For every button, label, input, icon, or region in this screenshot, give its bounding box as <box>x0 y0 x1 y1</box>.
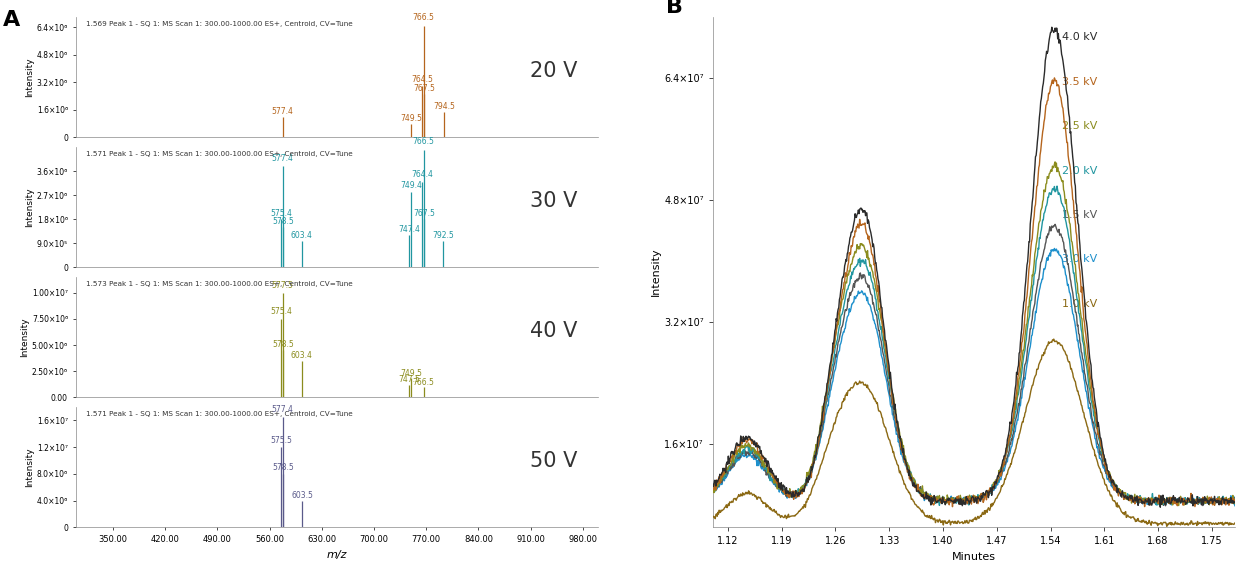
Y-axis label: Intensity: Intensity <box>20 318 29 357</box>
Text: 767.5: 767.5 <box>413 84 435 93</box>
X-axis label: m/z: m/z <box>326 549 347 560</box>
Text: 577.5: 577.5 <box>272 281 294 290</box>
Text: 1.573 Peak 1 - SQ 1: MS Scan 1: 300.00-1000.00 ES+, Centroid, CV=Tune: 1.573 Peak 1 - SQ 1: MS Scan 1: 300.00-1… <box>86 281 353 286</box>
Text: 3.0 kV: 3.0 kV <box>1062 254 1097 264</box>
Text: 3.5 kV: 3.5 kV <box>1062 77 1097 87</box>
Text: 40 V: 40 V <box>530 321 577 341</box>
Text: 578.5: 578.5 <box>272 217 295 226</box>
Text: 50 V: 50 V <box>530 451 577 471</box>
Text: 747.4: 747.4 <box>398 225 421 234</box>
Text: 747.5: 747.5 <box>398 375 421 384</box>
Text: 1.569 Peak 1 - SQ 1: MS Scan 1: 300.00-1000.00 ES+, Centroid, CV=Tune: 1.569 Peak 1 - SQ 1: MS Scan 1: 300.00-1… <box>86 20 353 27</box>
Text: 578.5: 578.5 <box>272 463 295 472</box>
Text: 794.5: 794.5 <box>433 102 455 111</box>
Text: 2.5 kV: 2.5 kV <box>1062 121 1097 131</box>
Y-axis label: Intensity: Intensity <box>651 248 662 297</box>
Text: 575.4: 575.4 <box>270 307 292 316</box>
Text: 577.4: 577.4 <box>272 107 294 116</box>
Text: 4.0 kV: 4.0 kV <box>1062 32 1097 43</box>
Text: 30 V: 30 V <box>530 191 577 211</box>
Text: 766.5: 766.5 <box>412 13 435 22</box>
Text: B: B <box>665 0 683 16</box>
Text: 749.5: 749.5 <box>399 114 422 123</box>
Y-axis label: Intensity: Intensity <box>25 447 34 487</box>
Text: 1.5 kV: 1.5 kV <box>1062 210 1097 220</box>
Text: 603.5: 603.5 <box>291 491 312 500</box>
Text: 1.0 kV: 1.0 kV <box>1062 299 1097 308</box>
Text: 764.4: 764.4 <box>411 170 433 179</box>
X-axis label: Minutes: Minutes <box>951 552 995 562</box>
Text: 764.5: 764.5 <box>411 75 433 84</box>
Text: 578.5: 578.5 <box>272 340 295 349</box>
Text: 20 V: 20 V <box>530 61 577 81</box>
Text: 792.5: 792.5 <box>432 231 454 240</box>
Text: 603.4: 603.4 <box>291 231 312 240</box>
Text: 1.571 Peak 1 - SQ 1: MS Scan 1: 300.00-1000.00 ES+, Centroid, CV=Tune: 1.571 Peak 1 - SQ 1: MS Scan 1: 300.00-1… <box>86 151 353 156</box>
Text: 577.4: 577.4 <box>272 154 294 163</box>
Text: 575.4: 575.4 <box>270 209 292 218</box>
Text: 767.5: 767.5 <box>413 209 435 218</box>
Text: 749.5: 749.5 <box>399 369 422 378</box>
Text: 1.571 Peak 1 - SQ 1: MS Scan 1: 300.00-1000.00 ES+, Centroid, CV=Tune: 1.571 Peak 1 - SQ 1: MS Scan 1: 300.00-1… <box>86 411 353 417</box>
Text: 577.4: 577.4 <box>272 405 294 414</box>
Text: 575.5: 575.5 <box>270 435 292 445</box>
Y-axis label: Intensity: Intensity <box>25 57 34 97</box>
Y-axis label: Intensity: Intensity <box>25 187 34 227</box>
Text: 603.4: 603.4 <box>291 350 312 359</box>
Text: 766.5: 766.5 <box>412 137 435 146</box>
Text: A: A <box>3 10 20 30</box>
Text: 766.5: 766.5 <box>412 378 435 387</box>
Text: 2.0 kV: 2.0 kV <box>1062 166 1097 176</box>
Text: 749.4: 749.4 <box>399 181 422 190</box>
